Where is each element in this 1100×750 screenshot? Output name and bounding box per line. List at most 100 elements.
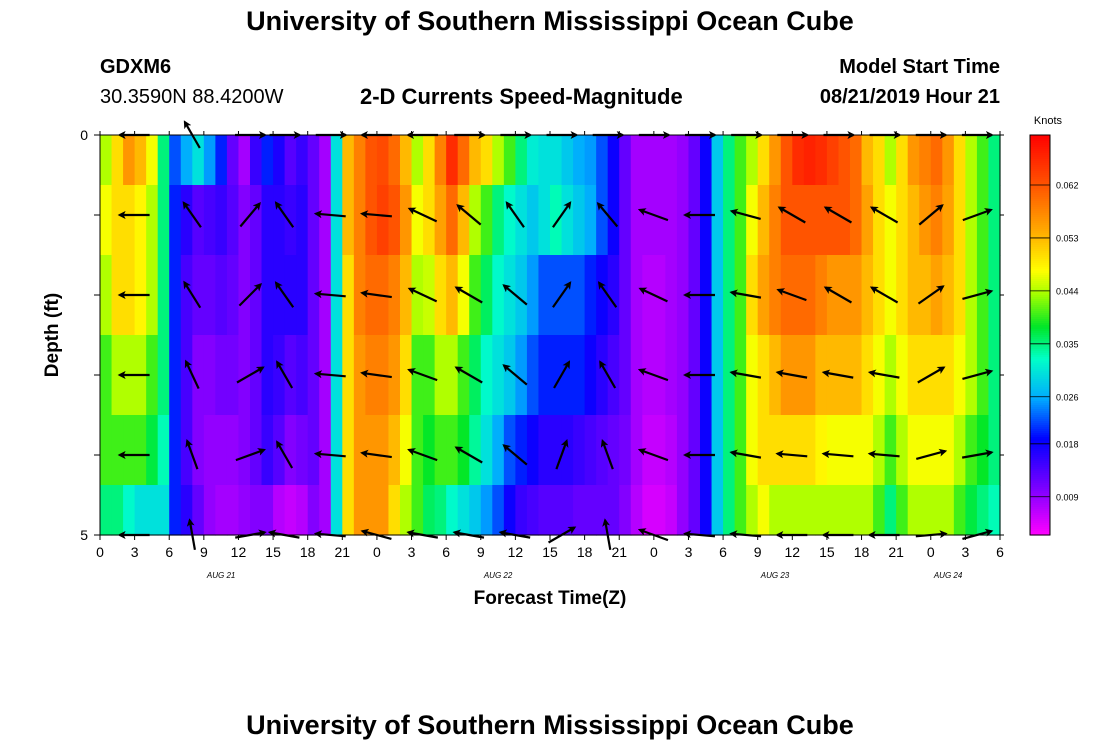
heatmap-cell	[503, 255, 516, 336]
heatmap-cell	[896, 185, 909, 256]
heatmap-cell	[584, 255, 597, 336]
colorbar-swatch	[1030, 327, 1050, 330]
heatmap-cell	[596, 255, 609, 336]
heatmap-cell	[607, 185, 620, 256]
heatmap-cell	[850, 485, 863, 536]
colorbar-swatch	[1030, 323, 1050, 326]
heatmap-cell	[965, 335, 978, 416]
colorbar-swatch	[1030, 225, 1050, 228]
colorbar-swatch	[1030, 529, 1050, 532]
heatmap-cell	[573, 335, 586, 416]
heatmap-cell	[492, 335, 505, 416]
heatmap-cell	[861, 415, 874, 486]
heatmap-cell	[884, 255, 897, 336]
heatmap-cell	[573, 185, 586, 256]
heatmap-cell	[907, 255, 920, 336]
colorbar-swatch	[1030, 369, 1050, 372]
heatmap-cell	[134, 485, 147, 536]
colorbar-swatch	[1030, 415, 1050, 418]
heatmap-cell	[803, 335, 816, 416]
heatmap-cell	[930, 485, 943, 536]
colorbar-swatch	[1030, 339, 1050, 342]
current-vector	[239, 201, 261, 228]
heatmap-cell	[965, 255, 978, 336]
heatmap-cell	[711, 485, 724, 536]
colorbar-swatch	[1030, 297, 1050, 300]
heatmap-cell	[273, 135, 286, 186]
colorbar-swatch	[1030, 317, 1050, 320]
heatmap-cell	[861, 185, 874, 256]
heatmap-cell	[157, 255, 170, 336]
colorbar-swatch	[1030, 227, 1050, 230]
heatmap-cell	[192, 185, 205, 256]
heatmap-cell	[688, 415, 701, 486]
heatmap-cell	[769, 255, 782, 336]
heatmap-cell	[434, 415, 447, 486]
colorbar-swatch	[1030, 279, 1050, 282]
heatmap-cell	[907, 335, 920, 416]
heatmap-cell	[780, 485, 793, 536]
heatmap-cell	[642, 185, 655, 256]
heatmap-cell	[203, 185, 216, 256]
colorbar-swatch	[1030, 487, 1050, 490]
heatmap-cell	[826, 135, 840, 186]
heatmap-cell	[365, 485, 378, 536]
heatmap-cell	[296, 335, 309, 416]
heatmap-cell	[607, 335, 620, 416]
heatmap-cell	[607, 135, 620, 186]
heatmap-cell	[330, 415, 343, 486]
heatmap-cell	[792, 255, 805, 336]
heatmap-cell	[769, 185, 782, 256]
colorbar-swatch	[1030, 485, 1050, 488]
heatmap-cell	[723, 135, 736, 186]
heatmap-cell	[665, 335, 678, 416]
colorbar-swatch	[1030, 441, 1050, 444]
heatmap-cell	[319, 415, 332, 486]
heatmap-cell	[261, 185, 274, 256]
heatmap-cell	[515, 415, 528, 486]
colorbar-tick-label: 0.009	[1056, 492, 1079, 502]
heatmap-cell	[619, 135, 632, 186]
heatmap-cell	[665, 135, 678, 186]
heatmap-cell	[896, 485, 909, 536]
colorbar-swatch	[1030, 171, 1050, 174]
colorbar-swatch	[1030, 311, 1050, 314]
heatmap-cell	[215, 185, 228, 256]
heatmap-cell	[619, 335, 632, 416]
colorbar-swatch	[1030, 419, 1050, 422]
heatmap-cell	[723, 335, 736, 416]
colorbar-swatch	[1030, 525, 1050, 528]
heatmap-cell	[896, 255, 909, 336]
heatmap-cell	[953, 185, 966, 256]
heatmap-cell	[976, 335, 990, 416]
heatmap-cell	[607, 415, 620, 486]
heatmap-cell	[942, 415, 955, 486]
plot-title: 2-D Currents Speed-Magnitude	[360, 84, 683, 109]
heatmap-cell	[365, 135, 378, 186]
heatmap-cell	[884, 135, 897, 186]
heatmap-cell	[180, 255, 193, 336]
heatmap-cell	[423, 185, 436, 256]
heatmap-cell	[411, 415, 424, 486]
heatmap-cell	[238, 255, 251, 336]
y-tick-label: 0	[80, 127, 88, 143]
model-start-label: Model Start Time	[839, 56, 1000, 78]
colorbar-swatch	[1030, 377, 1050, 380]
colorbar-swatch	[1030, 513, 1050, 516]
heatmap-cell	[653, 135, 666, 186]
colorbar-tick-label: 0.062	[1056, 181, 1079, 191]
colorbar-swatch	[1030, 219, 1050, 222]
heatmap-cell	[342, 185, 355, 256]
colorbar-swatch	[1030, 353, 1050, 356]
heatmap-cell	[561, 185, 574, 256]
heatmap-cell	[526, 415, 540, 486]
heatmap-cell	[538, 485, 551, 536]
current-vector	[454, 366, 483, 384]
heatmap-cell	[296, 255, 309, 336]
heatmap-cell	[157, 185, 170, 256]
heatmap-cell	[734, 185, 747, 256]
heatmap-cell	[907, 485, 920, 536]
colorbar-swatch	[1030, 379, 1050, 382]
current-vector	[775, 450, 808, 459]
colorbar-swatch	[1030, 365, 1050, 368]
